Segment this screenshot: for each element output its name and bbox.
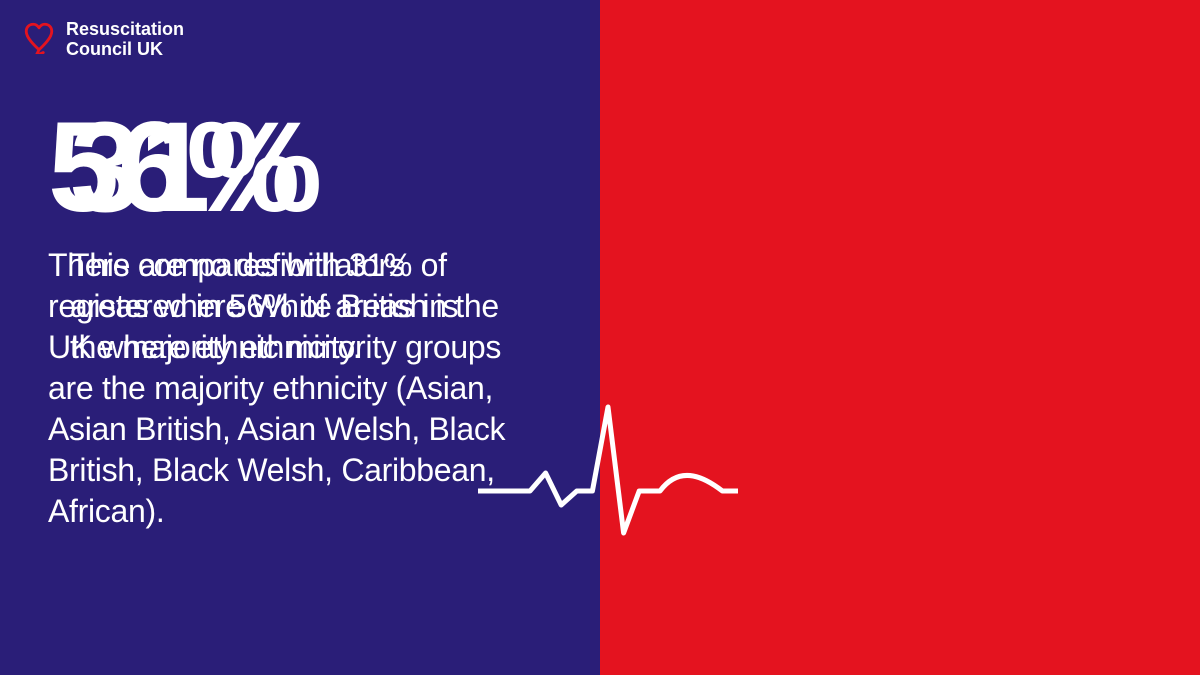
heart-icon [22,20,56,59]
right-stat: 31% [70,110,500,225]
right-desc: This compares with 31% of areas where Wh… [70,245,500,368]
ecg-heartbeat-icon [478,400,738,540]
logo: Resuscitation Council UK [22,20,184,60]
right-content: 31% This compares with 31% of areas wher… [70,110,500,368]
logo-line1: Resuscitation [66,20,184,40]
logo-text: Resuscitation Council UK [66,20,184,60]
right-panel: 31% This compares with 31% of areas wher… [600,0,1200,675]
logo-line2: Council UK [66,40,184,60]
